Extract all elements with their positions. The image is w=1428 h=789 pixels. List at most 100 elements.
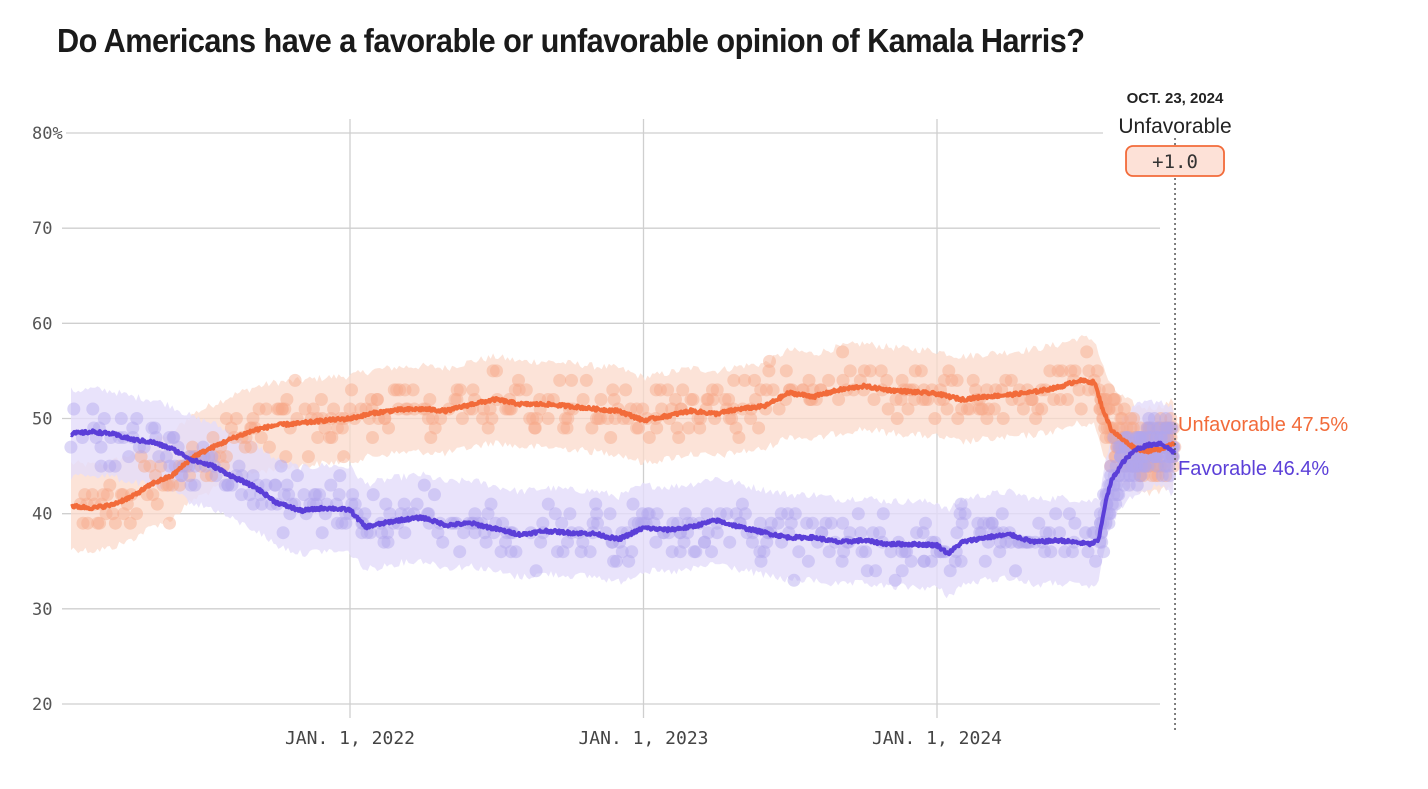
poll-point-favorable [457, 526, 471, 540]
poll-point-unfavorable [729, 421, 743, 435]
poll-point-favorable [641, 507, 655, 521]
poll-point-favorable [1097, 545, 1111, 559]
poll-point-unfavorable [972, 402, 986, 416]
poll-point-unfavorable [259, 402, 273, 416]
poll-point-favorable [673, 545, 687, 559]
poll-point-unfavorable [143, 459, 157, 473]
poll-point-favorable [948, 554, 962, 568]
poll-point-favorable [225, 478, 239, 492]
poll-point-favorable [268, 478, 282, 492]
poll-point-favorable [346, 488, 360, 502]
poll-point-favorable [574, 545, 588, 559]
poll-point-favorable [1160, 459, 1173, 473]
poll-point-unfavorable [766, 383, 780, 397]
poll-point-unfavorable [661, 383, 675, 397]
poll-point-favorable [1062, 507, 1076, 521]
poll-point-unfavorable [744, 412, 758, 425]
poll-point-unfavorable [955, 402, 969, 416]
poll-point-favorable [188, 478, 202, 492]
poll-point-favorable [1153, 421, 1167, 435]
poll-point-unfavorable [1137, 431, 1151, 444]
poll-point-favorable [484, 497, 498, 511]
poll-point-unfavorable [398, 383, 412, 397]
poll-point-unfavorable [519, 383, 533, 397]
poll-point-favorable [698, 535, 712, 549]
poll-point-favorable [1123, 469, 1136, 483]
poll-point-favorable [1163, 469, 1176, 483]
y-tick-label: 70 [32, 219, 52, 239]
poll-point-favorable [615, 545, 629, 559]
poll-point-favorable [1130, 459, 1144, 473]
poll-point-favorable [1009, 564, 1022, 578]
poll-point-unfavorable [512, 383, 526, 397]
poll-point-favorable [884, 545, 898, 559]
poll-point-favorable [132, 440, 146, 454]
poll-point-unfavorable [1120, 421, 1134, 435]
poll-point-favorable [954, 554, 968, 568]
poll-point-unfavorable [301, 450, 315, 464]
poll-point-unfavorable [607, 393, 621, 406]
poll-point-favorable [377, 535, 391, 549]
poll-point-unfavorable [512, 373, 525, 387]
poll-point-favorable [607, 554, 621, 568]
poll-point-favorable [627, 516, 641, 530]
poll-point-unfavorable [966, 373, 980, 387]
poll-point-favorable [290, 469, 304, 483]
poll-point-favorable [754, 554, 768, 568]
poll-point-unfavorable [1142, 459, 1155, 473]
poll-point-favorable [876, 507, 890, 521]
poll-point-favorable [548, 507, 562, 521]
poll-point-favorable [1117, 469, 1131, 483]
poll-point-unfavorable [1164, 412, 1178, 425]
poll-point-favorable [982, 516, 996, 530]
poll-point-favorable [760, 535, 774, 549]
poll-point-unfavorable [530, 412, 544, 425]
poll-point-unfavorable [889, 393, 903, 406]
poll-point-favorable [650, 507, 664, 521]
poll-point-unfavorable [996, 412, 1010, 425]
poll-point-favorable [1147, 412, 1161, 425]
poll-point-unfavorable [942, 364, 956, 378]
end-labels: Unfavorable 47.5% Favorable 46.4% [1178, 414, 1348, 480]
poll-point-unfavorable [1150, 450, 1164, 464]
poll-point-unfavorable [1060, 393, 1074, 406]
poll-point-favorable [851, 507, 865, 521]
poll-point-unfavorable [1154, 412, 1168, 425]
poll-point-favorable [753, 516, 767, 530]
poll-point-unfavorable [779, 364, 793, 378]
poll-point-unfavorable [1145, 469, 1159, 483]
poll-point-favorable [1136, 431, 1150, 444]
poll-point-favorable [590, 507, 604, 521]
poll-point-favorable [126, 421, 140, 435]
poll-point-unfavorable [1124, 459, 1138, 473]
poll-point-unfavorable [1150, 450, 1164, 464]
poll-point-favorable [259, 478, 273, 492]
poll-point-unfavorable [1024, 393, 1038, 406]
poll-point-favorable [665, 545, 679, 559]
poll-point-unfavorable [802, 373, 816, 387]
poll-point-favorable [221, 478, 235, 492]
poll-point-unfavorable [1154, 459, 1168, 473]
poll-point-unfavorable [272, 402, 286, 416]
poll-point-favorable [246, 497, 260, 511]
poll-point-unfavorable [387, 383, 401, 397]
poll-point-unfavorable [393, 383, 407, 397]
poll-point-favorable [1164, 421, 1178, 435]
poll-point-unfavorable [455, 412, 469, 425]
poll-point-unfavorable [1110, 440, 1124, 454]
poll-point-favorable [1109, 497, 1123, 511]
poll-point-unfavorable [1159, 421, 1173, 435]
poll-point-unfavorable [894, 393, 908, 406]
poll-point-favorable [1058, 545, 1072, 559]
poll-point-unfavorable [754, 383, 768, 397]
poll-point-favorable [1150, 431, 1164, 444]
poll-point-unfavorable [1110, 440, 1124, 454]
poll-point-unfavorable [1051, 364, 1065, 378]
poll-point-unfavorable [727, 373, 741, 387]
poll-point-favorable [819, 516, 833, 530]
poll-point-favorable [924, 554, 938, 568]
poll-point-unfavorable [370, 393, 384, 406]
poll-point-unfavorable [150, 497, 164, 511]
poll-point-unfavorable [199, 469, 213, 483]
poll-point-favorable [955, 516, 969, 530]
